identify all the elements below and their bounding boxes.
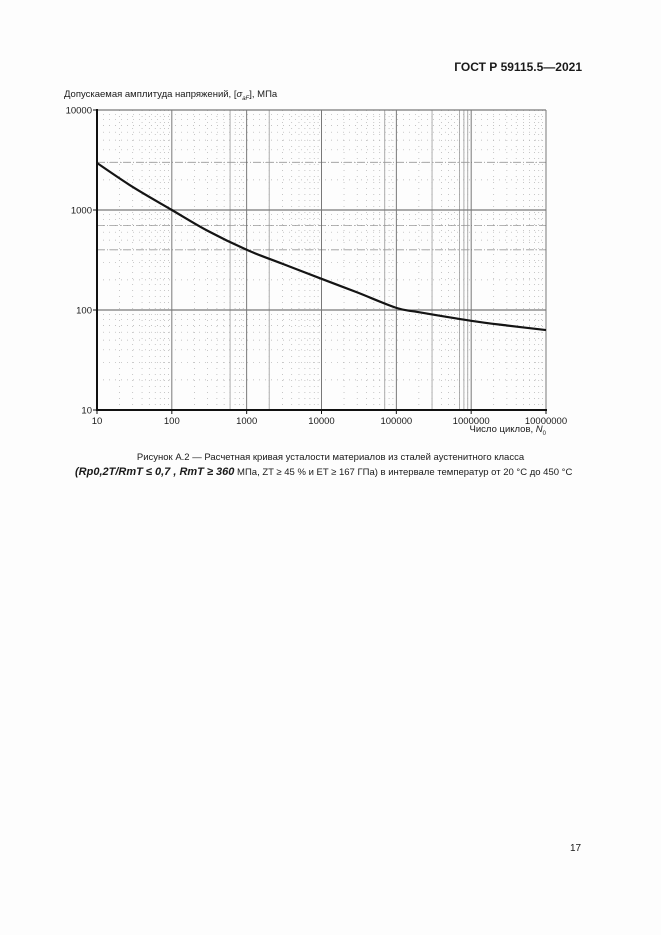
svg-text:10: 10: [92, 416, 103, 427]
svg-text:10000: 10000: [308, 416, 334, 427]
tick-labels: 10 100 1000 10000 100000 1000000 10000000 10 100…: [66, 106, 568, 428]
figure-caption: Рисунок А.2 — Расчетная кривая усталости…: [136, 452, 525, 463]
y-axis-title: Допускаемая амплитуда напряжений, [σaF],…: [64, 89, 278, 102]
document-id: ГОСТ Р 59115.5—2021: [454, 60, 582, 74]
page-number: 17: [570, 843, 582, 854]
svg-text:10: 10: [81, 406, 92, 417]
svg-text:1000000: 1000000: [453, 416, 490, 427]
svg-text:1000: 1000: [236, 416, 257, 427]
svg-text:100000: 100000: [380, 416, 412, 427]
svg-text:10000000: 10000000: [525, 416, 567, 427]
svg-text:10000: 10000: [66, 106, 92, 117]
chart-grid: [96, 109, 547, 411]
svg-text:1000: 1000: [71, 206, 92, 217]
x-axis-title: Число циклов, N0: [469, 424, 546, 437]
svg-text:100: 100: [76, 306, 92, 317]
fatigue-curve-line: [96, 162, 547, 332]
svg-text:100: 100: [164, 416, 180, 427]
fatigue-curve-chart: 10 100 1000 10000 100000 1000000 10000000 10 100…: [66, 106, 568, 428]
caption-conditions-text: МПа, ZT ≥ 45 % и ET ≥ 167 ГПа) в интерва…: [237, 467, 573, 478]
figure-caption-conditions: (Rp0,2T/RmT ≤ 0,7 , RmT ≥ 360 МПа, ZT ≥ …: [75, 466, 572, 478]
caption-formula: (Rp0,2T/RmT ≤ 0,7 , RmT ≥ 360: [75, 466, 235, 478]
